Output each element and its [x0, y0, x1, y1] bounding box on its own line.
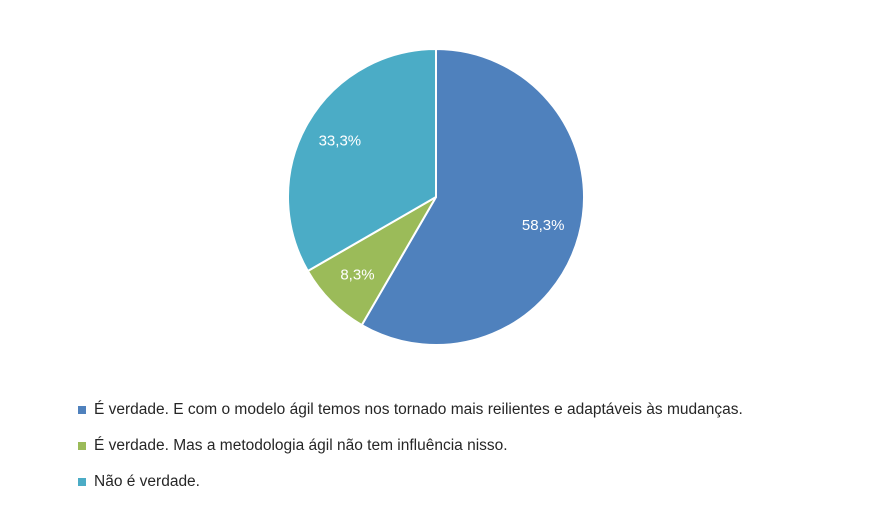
- legend-swatch: [78, 442, 86, 450]
- legend-swatch: [78, 406, 86, 414]
- legend: É verdade. E com o modelo ágil temos nos…: [78, 398, 858, 506]
- pie-data-label: 33,3%: [319, 132, 362, 149]
- legend-label: É verdade. E com o modelo ágil temos nos…: [94, 401, 743, 418]
- pie-data-labels: 58,3% 8,3% 33,3%: [319, 132, 565, 283]
- legend-label: É verdade. Mas a metodologia ágil não te…: [94, 437, 508, 454]
- pie-data-label: 8,3%: [340, 266, 374, 283]
- pie-slice: [360, 48, 585, 346]
- pie-data-label: 58,3%: [522, 217, 565, 234]
- legend-item: Não é verdade.: [78, 470, 858, 494]
- pie-slice: [287, 48, 437, 272]
- legend-swatch: [78, 478, 86, 486]
- legend-label: Não é verdade.: [94, 473, 200, 490]
- pie-slices: [287, 48, 585, 346]
- legend-item: É verdade. E com o modelo ágil temos nos…: [78, 398, 858, 422]
- legend-item: É verdade. Mas a metodologia ágil não te…: [78, 434, 858, 458]
